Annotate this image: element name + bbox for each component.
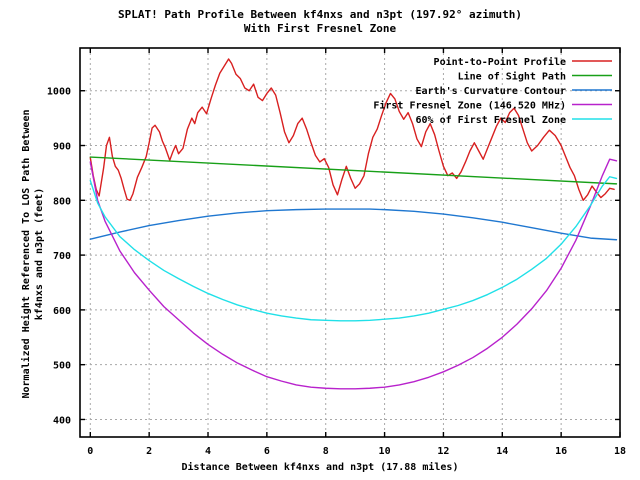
legend-label: First Fresnel Zone (146.520 MHz) <box>373 100 566 112</box>
x-axis-title: Distance Between kf4nxs and n3pt (17.88 … <box>181 462 459 473</box>
y-tick-label: 700 <box>53 251 71 262</box>
legend-label: Line of Sight Path <box>458 71 566 83</box>
legend-label: Point-to-Point Profile <box>434 56 566 68</box>
series-line-line-of-sight-path <box>89 156 618 185</box>
legend-label: 60% of First Fresnel Zone <box>415 114 566 126</box>
y-tick-label: 600 <box>53 306 71 317</box>
x-tick-label: 18 <box>614 446 626 457</box>
y-tick-label: 500 <box>53 361 71 372</box>
series-line-60-of-first-fresnel-zone <box>89 176 618 322</box>
y-tick-label: 800 <box>53 196 71 207</box>
x-tick-label: 8 <box>323 446 329 457</box>
x-tick-label: 10 <box>379 446 391 457</box>
chart-title-line-2: With First Fresnel Zone <box>243 22 397 35</box>
x-tick-label: 14 <box>496 446 508 457</box>
x-tick-label: 0 <box>87 446 93 457</box>
plot-frame <box>79 47 621 438</box>
y-tick-label: 1000 <box>47 87 71 98</box>
x-tick-label: 2 <box>146 446 152 457</box>
series-line-point-to-point-profile <box>89 58 615 202</box>
y-tick-label: 900 <box>53 142 71 153</box>
series-line-first-fresnel-zone-146-520-mhz <box>89 158 618 390</box>
chart-title: SPLAT! Path Profile Between kf4nxs and n… <box>0 8 640 36</box>
x-tick-label: 4 <box>205 446 211 457</box>
x-tick-label: 6 <box>264 446 270 457</box>
series-line-earth-s-curvature-contour <box>89 208 618 241</box>
chart-title-line-1: SPLAT! Path Profile Between kf4nxs and n… <box>118 8 522 21</box>
x-tick-label: 12 <box>437 446 449 457</box>
legend-label: Earth's Curvature Contour <box>415 86 566 97</box>
y-tick-label: 400 <box>53 415 71 426</box>
x-tick-label: 16 <box>555 446 567 457</box>
